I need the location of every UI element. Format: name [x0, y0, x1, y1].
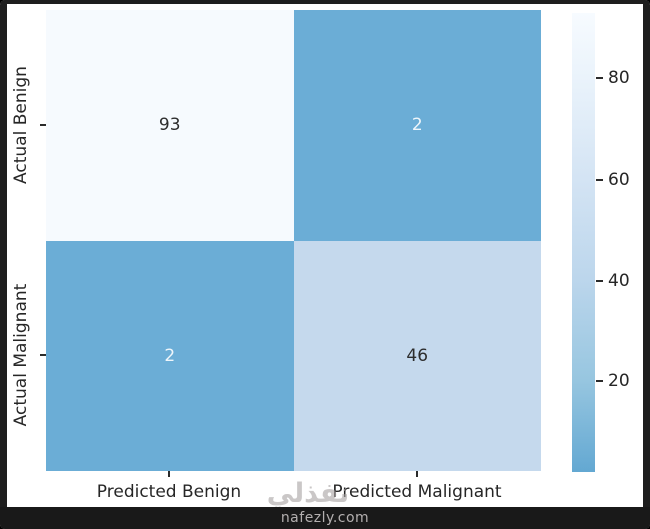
- colorbar-tick-label: 60: [608, 170, 630, 190]
- nafezly-logo-watermark: نفذلي: [266, 478, 350, 509]
- frame-border-right: [643, 0, 650, 529]
- colorbar-tick-label: 80: [608, 68, 630, 88]
- confusion-matrix-heatmap: 93 2 2 46: [46, 10, 541, 471]
- colorbar-tick-mark: [596, 280, 603, 282]
- colorbar-tick-label: 20: [608, 371, 630, 391]
- cell-value: 2: [411, 115, 423, 136]
- cell-value: 46: [406, 345, 429, 366]
- colorbar-tick-label: 40: [608, 271, 630, 291]
- watermark-bar: nafezly.com: [0, 507, 650, 529]
- x-axis-label-predicted-benign: Predicted Benign: [96, 482, 242, 502]
- y-axis-label-actual-benign: Actual Benign: [11, 66, 31, 184]
- watermark-site-text: nafezly.com: [280, 510, 370, 526]
- colorbar-gradient: [572, 13, 595, 472]
- cell-value: 2: [164, 345, 176, 366]
- frame-border-top: [0, 0, 650, 4]
- cell-actual-malignant-predicted-malignant: 46: [293, 240, 541, 471]
- cell-value: 93: [158, 115, 181, 136]
- cell-actual-benign-predicted-benign: 93: [46, 10, 294, 241]
- cell-actual-malignant-predicted-benign: 2: [46, 240, 294, 471]
- y-tick-mark: [40, 354, 46, 356]
- colorbar-tick-mark: [596, 77, 603, 79]
- cell-actual-benign-predicted-malignant: 2: [293, 10, 541, 241]
- x-tick-mark: [168, 471, 170, 477]
- x-axis-label-predicted-malignant: Predicted Malignant: [332, 482, 502, 502]
- frame-border-left: [0, 0, 7, 529]
- colorbar-tick-mark: [596, 179, 603, 181]
- y-axis-label-actual-malignant: Actual Malignant: [11, 283, 31, 427]
- x-tick-mark: [416, 471, 418, 477]
- colorbar-tick-mark: [596, 380, 603, 382]
- y-tick-mark: [40, 124, 46, 126]
